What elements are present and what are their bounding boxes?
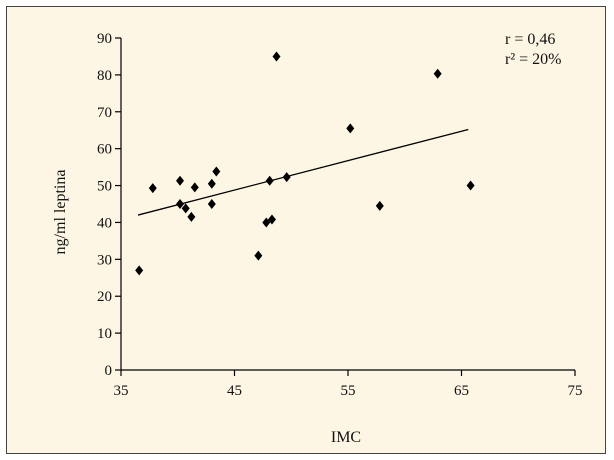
y-tick-label: 70: [97, 105, 112, 121]
y-tick-label: 0: [105, 363, 113, 379]
y-tick-label: 90: [97, 31, 112, 47]
data-points: [135, 51, 475, 276]
data-point: [262, 217, 271, 228]
axes: [120, 38, 575, 371]
data-point: [267, 214, 276, 225]
x-tick-label: 35: [114, 383, 129, 399]
data-point: [187, 211, 196, 222]
y-tick-label: 50: [97, 179, 112, 195]
data-point: [181, 203, 190, 214]
y-tick-label: 80: [97, 68, 112, 84]
data-point: [346, 123, 355, 134]
data-point: [265, 175, 274, 186]
y-tick-label: 30: [97, 252, 112, 268]
y-tick-label: 20: [97, 289, 112, 305]
chart-frame: [6, 6, 606, 454]
data-point: [176, 199, 185, 209]
x-tick-label: 65: [454, 383, 469, 399]
x-tick-label: 75: [568, 383, 583, 399]
data-point: [466, 180, 475, 191]
data-point: [176, 175, 185, 186]
y-axis-title: ng/ml leptina: [52, 170, 69, 255]
data-point: [207, 178, 216, 189]
data-point: [212, 166, 221, 177]
y-tick-label: 40: [97, 215, 112, 231]
data-point: [207, 199, 216, 209]
data-point: [272, 51, 281, 62]
y-tick-label: 60: [97, 142, 112, 158]
annotation-r: r = 0,46: [505, 31, 555, 48]
ticks: 35 45 55 65 75 0 10 20 30 40 50 60 70 80 90: [97, 31, 583, 399]
data-point: [190, 182, 199, 193]
annotation-r-squared: r² = 20%: [505, 51, 561, 68]
data-point: [254, 250, 263, 261]
regression-line: [137, 128, 469, 216]
x-tick-label: 55: [341, 383, 356, 399]
x-tick-label: 45: [227, 383, 242, 399]
x-axis-title: IMC: [331, 429, 361, 446]
data-point: [148, 183, 157, 194]
data-point: [433, 68, 442, 79]
regression-line-group: [137, 128, 469, 216]
data-point: [135, 265, 144, 276]
data-point: [375, 200, 384, 211]
data-point: [282, 172, 291, 183]
y-tick-label: 10: [97, 326, 112, 342]
